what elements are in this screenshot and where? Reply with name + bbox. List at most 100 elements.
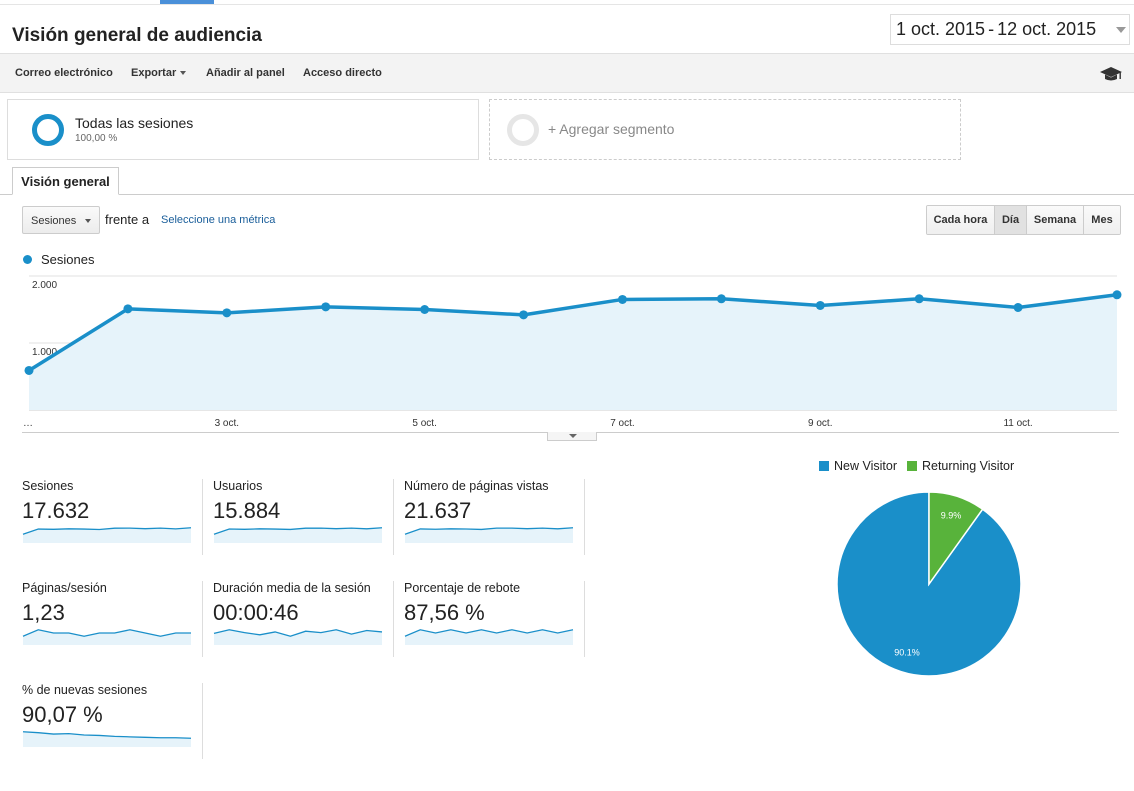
series-area — [29, 294, 1117, 410]
x-tick-label: 9 oct. — [808, 418, 832, 429]
scorecard-value: 17.632 — [22, 498, 90, 523]
segment-ring-icon — [32, 114, 64, 146]
scorecard-value: 21.637 — [404, 498, 472, 523]
sparkline-line — [22, 731, 192, 739]
data-point[interactable] — [617, 294, 627, 304]
data-point[interactable] — [222, 308, 232, 318]
sparkline-area — [214, 527, 382, 543]
chart-legend: Sesiones — [23, 252, 94, 267]
scorecard-value: 1,23 — [22, 600, 65, 625]
pie-slice[interactable] — [928, 491, 984, 587]
chart-collapse-toggle[interactable] — [547, 432, 597, 441]
sparkline — [22, 527, 192, 543]
scorecard[interactable]: Usuarios 15.884 — [213, 479, 395, 559]
legend-swatch — [819, 461, 829, 471]
date-range-picker[interactable]: 1 oct. 2015 - 12 oct. 2015 — [890, 14, 1130, 45]
metric-select-value: Sesiones — [31, 215, 77, 227]
data-point[interactable] — [914, 294, 924, 304]
chevron-down-icon — [1116, 27, 1126, 33]
data-point[interactable] — [24, 365, 34, 375]
x-tick-label: 5 oct. — [412, 418, 436, 429]
scorecard[interactable]: % de nuevas sesiones 90,07 % — [22, 683, 204, 763]
sparkline-area — [23, 527, 191, 543]
scorecard-divider — [202, 479, 203, 555]
scorecard-label: Usuarios — [213, 479, 263, 493]
x-tick-label: 11 oct. — [1003, 418, 1032, 429]
y-tick-label: 1.000 — [32, 347, 57, 358]
interval-day-button[interactable]: Día — [995, 206, 1027, 234]
segment-percentage: 100,00 % — [75, 133, 118, 144]
pie-slice-label: 9.9% — [941, 511, 962, 521]
sparkline — [213, 527, 383, 543]
pie-legend-new[interactable]: New Visitor — [819, 459, 897, 473]
interval-hourly-button[interactable]: Cada hora — [927, 206, 995, 234]
chevron-down-icon — [569, 434, 577, 438]
scorecard[interactable]: Duración media de la sesión 00:00:46 — [213, 581, 395, 661]
visitor-type-pie-chart: 90.1% 9.9% — [836, 491, 1022, 677]
legend-label: Returning Visitor — [921, 459, 1015, 473]
add-to-dashboard-button[interactable]: Añadir al panel — [206, 67, 285, 79]
legend-label: Sesiones — [41, 252, 95, 267]
tab-strip-divider — [0, 194, 1134, 195]
pie-slice-label: 90.1% — [894, 647, 920, 657]
metric-select[interactable]: Sesiones — [22, 206, 100, 234]
scorecard-divider — [202, 581, 203, 657]
scorecard-divider — [202, 683, 203, 759]
scorecard-label: Duración media de la sesión — [213, 581, 371, 595]
data-point[interactable] — [321, 302, 331, 312]
scorecard-value: 90,07 % — [22, 702, 103, 727]
scorecard-label: Número de páginas vistas — [404, 479, 549, 493]
segment-ring-icon — [507, 114, 539, 146]
scorecard[interactable]: Páginas/sesión 1,23 — [22, 581, 204, 661]
scorecard-value: 15.884 — [213, 498, 281, 523]
add-segment-button[interactable]: + Agregar segmento — [489, 99, 961, 160]
date-separator: - — [988, 19, 995, 39]
scorecard-label: Sesiones — [22, 479, 74, 493]
interval-week-button[interactable]: Semana — [1027, 206, 1084, 234]
data-point[interactable] — [420, 305, 430, 314]
pie-legend-returning[interactable]: Returning Visitor — [906, 459, 1015, 473]
x-tick-label: … — [23, 418, 33, 429]
data-point[interactable] — [1112, 290, 1122, 300]
scorecard-divider — [393, 581, 394, 657]
pie-legend: New Visitor Returning Visitor — [819, 459, 1024, 473]
pie-slice[interactable] — [836, 491, 1022, 677]
scorecard-label: Páginas/sesión — [22, 581, 107, 595]
sparkline — [404, 629, 574, 645]
graduation-cap-icon[interactable] — [1099, 64, 1123, 84]
select-metric-link[interactable]: Seleccione una métrica — [161, 214, 276, 226]
x-tick-label: 7 oct. — [610, 418, 634, 429]
sparkline-line — [213, 527, 383, 535]
data-point[interactable] — [716, 294, 726, 304]
export-button[interactable]: Exportar — [131, 67, 187, 79]
x-tick-label: 3 oct. — [215, 418, 239, 429]
data-point[interactable] — [123, 304, 133, 314]
scorecard[interactable]: Porcentaje de rebote 87,56 % — [404, 581, 586, 661]
shortcut-button[interactable]: Acceso directo — [303, 67, 382, 79]
sparkline-area — [214, 629, 382, 645]
top-accent-bar — [160, 0, 214, 4]
sparkline-area — [405, 629, 573, 645]
scorecard-value: 00:00:46 — [213, 600, 299, 625]
date-start: 1 oct. 2015 — [896, 19, 986, 39]
scorecard[interactable]: Número de páginas vistas 21.637 — [404, 479, 586, 559]
interval-month-button[interactable]: Mes — [1084, 206, 1120, 234]
scorecard[interactable]: Sesiones 17.632 — [22, 479, 204, 559]
scorecard-label: Porcentaje de rebote — [404, 581, 521, 595]
segment-title: Todas las sesiones — [75, 115, 194, 131]
legend-label: New Visitor — [834, 459, 897, 473]
scorecard-value: 87,56 % — [404, 600, 485, 625]
tab-overview[interactable]: Visión general — [12, 167, 119, 195]
segment-all-sessions[interactable]: Todas las sesiones 100,00 % — [7, 99, 479, 160]
data-point[interactable] — [1013, 302, 1023, 312]
series-line-sesiones — [28, 293, 1118, 372]
email-button[interactable]: Correo electrónico — [15, 67, 113, 79]
data-point[interactable] — [815, 300, 825, 310]
legend-swatch — [23, 255, 32, 264]
scorecard-label: % de nuevas sesiones — [22, 683, 148, 697]
sessions-line-chart: 2.000 1.000 … 3 oct. 5 oct. 7 oct. 9 oct. 11 oc… — [23, 275, 1122, 429]
sparkline-line — [213, 629, 383, 637]
versus-label: frente a — [105, 212, 150, 227]
sparkline-area — [23, 731, 191, 747]
data-point[interactable] — [519, 310, 529, 320]
